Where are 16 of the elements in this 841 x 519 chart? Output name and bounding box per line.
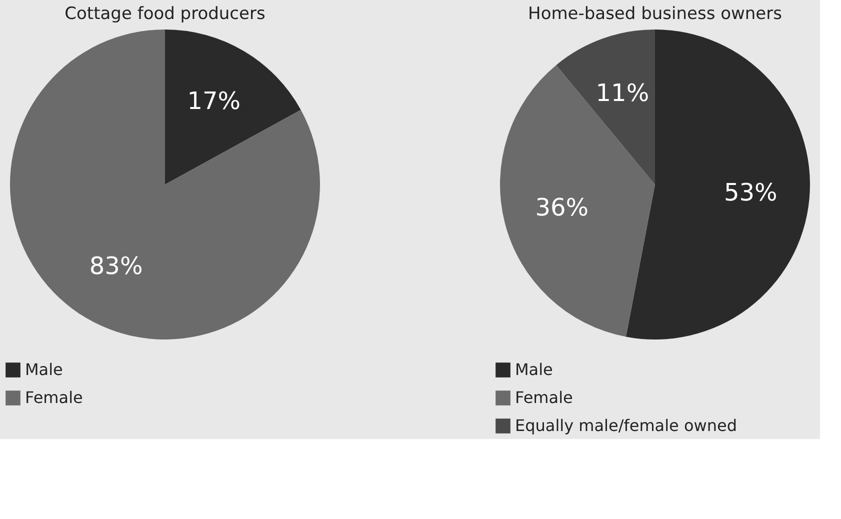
pie-slice (556, 30, 655, 184)
legend-label: Female (515, 388, 573, 407)
data-label: 53% (724, 178, 778, 207)
data-label: 17% (187, 86, 241, 115)
pie-slice (500, 65, 655, 337)
legend-label: Male (515, 360, 553, 379)
data-label: 36% (535, 193, 589, 222)
chart-title: Home-based business owners (528, 4, 782, 24)
data-label: 11% (596, 79, 650, 108)
chart-title: Cottage food producers (64, 4, 266, 24)
legend-label: Equally male/female owned (515, 416, 737, 435)
legend-label: Female (25, 388, 83, 407)
pie-slice (10, 30, 320, 340)
pie-slice (165, 30, 301, 184)
legend-label: Male (25, 360, 63, 379)
data-label: 83% (89, 252, 143, 280)
